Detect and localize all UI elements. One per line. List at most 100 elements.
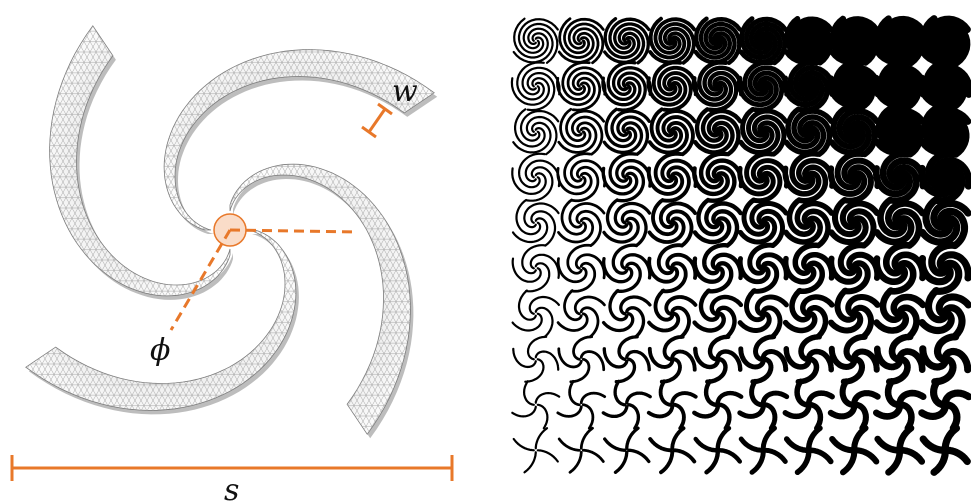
spiral-arm xyxy=(873,215,915,246)
spiral-arm xyxy=(692,166,730,197)
spiral-arm xyxy=(738,215,778,245)
width-label: w xyxy=(392,74,418,109)
spiral-arm xyxy=(707,334,731,362)
spiral-arm xyxy=(570,261,597,293)
spiral-arm xyxy=(839,20,879,66)
spiral-arm xyxy=(782,311,818,334)
spiral-tile xyxy=(918,377,971,432)
spiral-arm xyxy=(918,403,949,420)
spiral-arm xyxy=(601,312,635,333)
spiral-tile xyxy=(648,426,697,475)
spiral-arm xyxy=(556,312,589,332)
spiral-arm xyxy=(737,311,772,333)
spiral-arm xyxy=(922,196,954,238)
spiral-arm xyxy=(616,115,650,156)
spiral-arm xyxy=(511,167,547,196)
spiral-arm xyxy=(568,202,606,229)
spiral-arm xyxy=(783,346,812,370)
spiral-arm xyxy=(530,210,557,247)
spiral-tile xyxy=(511,289,561,338)
spiral-arm xyxy=(845,293,881,317)
spiral-arm xyxy=(930,448,949,476)
parameter-annotations xyxy=(10,102,454,481)
spiral-arm xyxy=(936,251,971,282)
spiral-arm xyxy=(569,357,591,384)
width-marker-bar xyxy=(367,108,387,133)
spiral-arm xyxy=(647,256,680,284)
spiral-arm xyxy=(879,15,926,57)
spiral-arm xyxy=(749,449,766,475)
spiral-arm xyxy=(561,61,591,101)
spiral-arm xyxy=(933,69,968,114)
spiral-arm xyxy=(658,379,673,407)
spiral-arm xyxy=(659,357,682,384)
spiral-arm xyxy=(693,436,718,453)
spiral-arm xyxy=(879,287,904,324)
spiral-arm xyxy=(717,448,742,464)
spiral-arm xyxy=(571,71,602,112)
spiral-arm xyxy=(608,17,651,55)
angle-label: ϕ xyxy=(150,333,170,368)
spiral-arm xyxy=(557,437,581,452)
spiral-arm xyxy=(711,209,740,248)
spiral-tile xyxy=(601,152,652,203)
spiral-arm xyxy=(510,77,551,106)
spiral-tile xyxy=(511,152,561,202)
spiral-arm xyxy=(512,347,537,369)
spiral-arm xyxy=(556,405,583,418)
spiral-arm xyxy=(918,255,954,286)
spiral-arm xyxy=(920,15,961,62)
spiral-arm xyxy=(601,166,639,196)
spiral-arm xyxy=(851,348,880,373)
spiral-arm xyxy=(613,379,627,407)
spiral-arm xyxy=(737,256,771,285)
spiral-arm xyxy=(796,157,835,189)
spiral-tile xyxy=(828,333,880,385)
spiral-arm xyxy=(692,256,725,284)
spiral-tile xyxy=(873,241,927,295)
spiral-arm xyxy=(751,260,780,294)
spiral-tile xyxy=(783,197,835,249)
spiral-arm xyxy=(603,17,641,60)
spiral-arm xyxy=(613,201,652,229)
spiral-tile xyxy=(872,377,927,432)
spiral-arm xyxy=(888,69,922,114)
spiral-arm xyxy=(524,358,545,383)
spiral-arm xyxy=(696,197,725,237)
spiral-arm xyxy=(615,158,652,188)
spiral-arm xyxy=(782,75,825,108)
spiral-arm xyxy=(924,15,971,57)
spiral-arm xyxy=(794,378,810,408)
spiral-arm xyxy=(601,76,642,107)
spiral-arm xyxy=(801,208,831,249)
spiral-arm xyxy=(557,347,583,369)
spiral-arm xyxy=(625,349,651,372)
spiral-arm xyxy=(717,402,732,431)
spiral-arm xyxy=(919,345,949,371)
spiral-arm xyxy=(556,167,593,196)
spiral-arm xyxy=(786,197,816,237)
spiral-arm xyxy=(526,335,548,361)
spiral-arm xyxy=(579,391,607,405)
spiral-tile xyxy=(827,378,881,432)
spiral-arm xyxy=(627,448,651,464)
spiral-arm xyxy=(783,436,810,454)
spiral-arm xyxy=(937,207,969,250)
spiral-arm xyxy=(556,257,588,284)
spiral-arm xyxy=(670,305,691,339)
spiral-arm xyxy=(571,165,600,203)
spiral-arm xyxy=(935,293,971,318)
spiral-arm xyxy=(882,241,913,277)
spiral-arm xyxy=(753,334,777,362)
spiral-arm xyxy=(828,345,858,371)
spiral-tile xyxy=(874,424,926,476)
spiral-arm xyxy=(839,200,881,231)
spiral-tile xyxy=(827,150,881,204)
spiral-arm xyxy=(828,255,863,285)
spiral-arm xyxy=(744,151,775,190)
spiral-arm xyxy=(750,158,790,189)
spiral-arm xyxy=(526,71,556,112)
spiral-tile xyxy=(828,196,881,249)
spiral-arm xyxy=(523,451,537,474)
spiral-arm xyxy=(703,379,718,407)
